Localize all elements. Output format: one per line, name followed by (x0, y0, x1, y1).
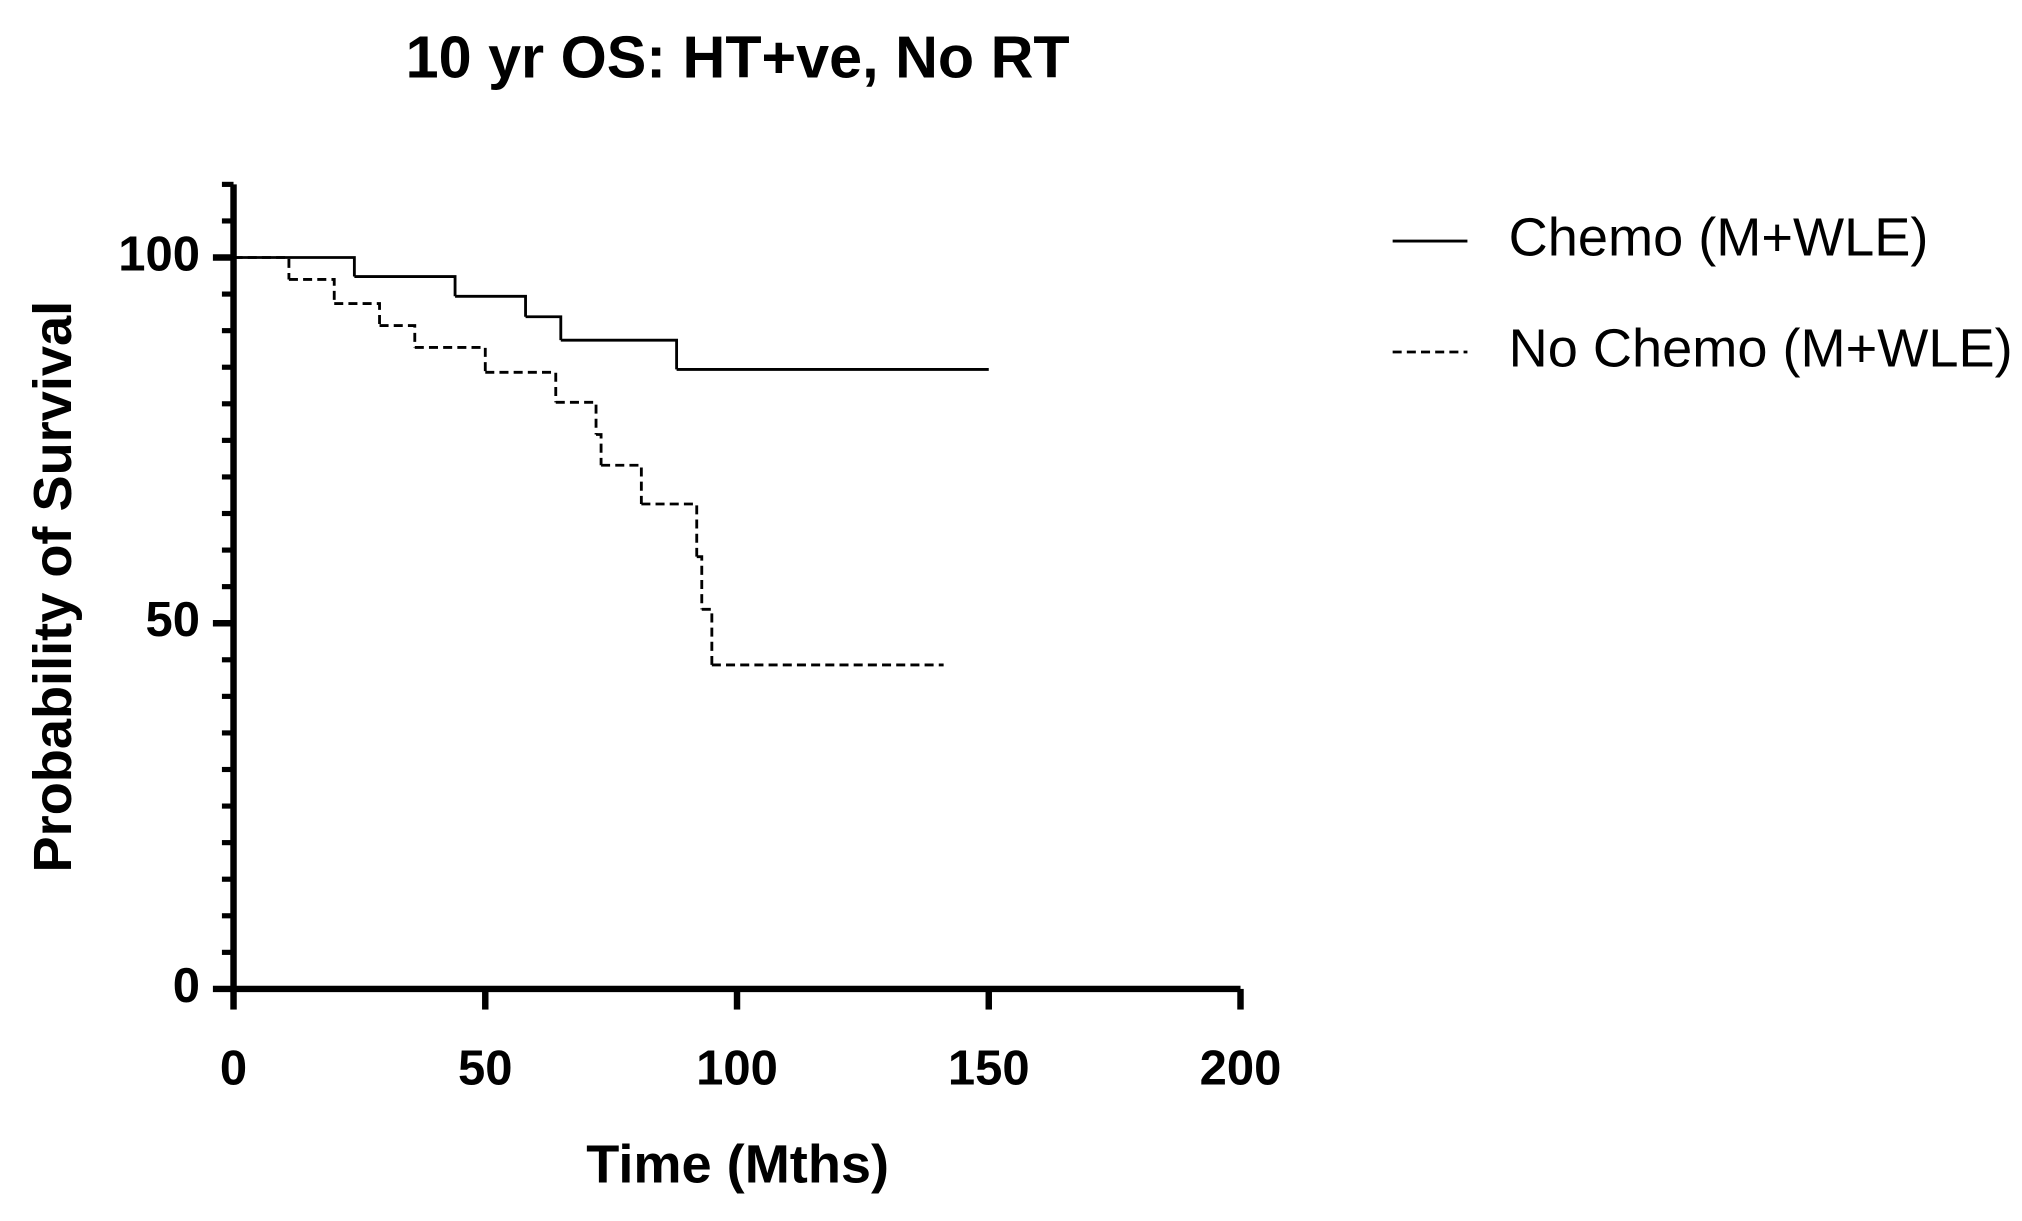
y-tick-label: 100 (118, 227, 200, 281)
survival-step (455, 294, 527, 317)
survival-step (485, 370, 558, 403)
survival-step (288, 278, 336, 304)
x-tick-label: 100 (696, 1041, 778, 1095)
survival-step (601, 463, 643, 504)
survival-step (560, 338, 679, 370)
x-tick-label: 150 (948, 1041, 1030, 1095)
survival-step (233, 256, 356, 277)
survival-step (334, 302, 381, 326)
legend-label: No Chemo (M+WLE) (1509, 318, 2013, 378)
survival-step (641, 502, 699, 557)
survival-step (596, 433, 603, 466)
x-tick-label: 200 (1200, 1041, 1282, 1095)
y-axis-title: Probability of Survival (23, 301, 83, 873)
survival-step (414, 346, 487, 373)
survival-step (701, 607, 714, 665)
survival-step (555, 400, 598, 435)
survival-step (379, 324, 417, 348)
survival-step (233, 256, 291, 280)
survival-step (696, 555, 704, 610)
x-axis-title: Time (Mths) (586, 1134, 889, 1194)
chart-title: 10 yr OS: HT+ve, No RT (406, 24, 1070, 91)
y-tick-label: 0 (173, 959, 200, 1013)
x-tick-label: 0 (220, 1041, 247, 1095)
survival-step (525, 315, 563, 341)
y-tick-label: 50 (146, 593, 201, 647)
legend-label: Chemo (M+WLE) (1509, 207, 1929, 267)
survival-step (354, 275, 457, 297)
x-tick-label: 50 (458, 1041, 513, 1095)
